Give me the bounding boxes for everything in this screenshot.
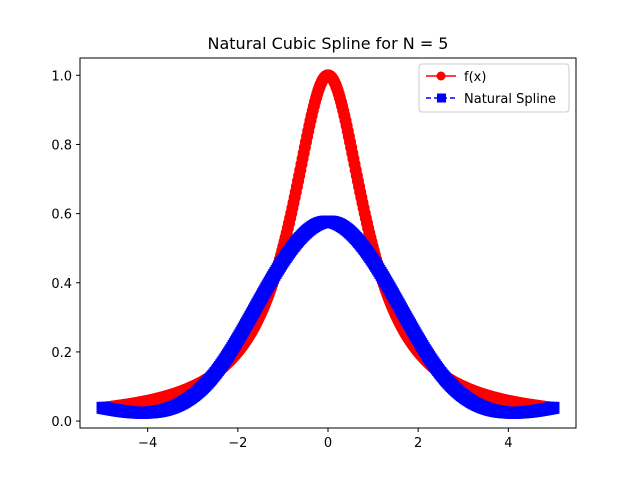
- y-tick-label: 0.6: [51, 208, 72, 223]
- x-tick-label: −2: [228, 436, 247, 451]
- x-tick-label: 2: [414, 436, 422, 451]
- y-tick-label: 0.4: [51, 277, 72, 292]
- y-tick-label: 0.2: [51, 346, 72, 361]
- legend: f(x) Natural Spline: [418, 63, 570, 113]
- legend-box: [418, 63, 570, 113]
- x-tick-label: −4: [138, 436, 157, 451]
- plot-area: −4 −2 0 2 4 0.0 0.2 0.4 0.6 0.8 1.0: [51, 57, 577, 451]
- data-point: [547, 401, 560, 414]
- legend-marker: [436, 71, 446, 81]
- x-tick-label: 4: [504, 436, 512, 451]
- y-tick-label: 0.0: [51, 415, 72, 430]
- legend-label: Natural Spline: [464, 92, 556, 107]
- chart-title: Natural Cubic Spline for N = 5: [208, 34, 449, 53]
- legend-marker: [437, 93, 446, 103]
- series-natural-spline: [96, 215, 560, 419]
- x-tick-label: 0: [324, 436, 332, 451]
- y-tick-label: 1.0: [51, 69, 72, 84]
- y-tick-label: 0.8: [51, 138, 72, 153]
- legend-label: f(x): [464, 70, 486, 85]
